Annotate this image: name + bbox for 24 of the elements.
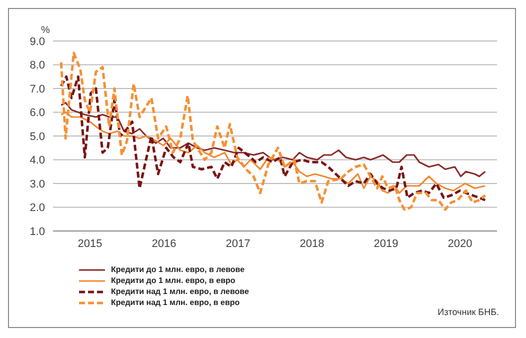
legend-label: Кредити до 1 млн. евро, в евро xyxy=(111,276,236,285)
x-tick-label: 2020 xyxy=(448,238,472,250)
y-tick-label: 2.0 xyxy=(30,202,45,214)
x-tick-label: 2017 xyxy=(226,238,250,250)
y-tick-label: 3.0 xyxy=(30,178,45,190)
y-tick-label: 9.0 xyxy=(30,36,45,48)
y-tick-label: 8.0 xyxy=(30,60,45,72)
y-tick-label: 5.0 xyxy=(30,130,45,143)
x-tick-label: 2015 xyxy=(78,238,102,250)
y-tick-label: 6.0 xyxy=(30,107,45,120)
x-tick-label: 2019 xyxy=(374,238,398,250)
line-series xyxy=(60,102,486,178)
text: Източник БНБ. xyxy=(438,307,499,317)
y-tick-label: 1.0 xyxy=(30,226,45,238)
line-series xyxy=(60,75,486,202)
y-tick-label: 4.0 xyxy=(30,154,45,167)
legend-label: Кредити над 1 млн. евро, в левове xyxy=(111,287,249,296)
x-tick-label: 2016 xyxy=(152,238,176,250)
line-series xyxy=(60,52,486,211)
legend-label: Кредити над 1 млн. евро, в евро xyxy=(111,298,240,307)
y-axis-title: % xyxy=(41,25,50,36)
legend-label: Кредити до 1 млн. евро, в левове xyxy=(111,265,245,274)
x-tick-label: 2018 xyxy=(300,238,324,250)
y-tick-label: 7.0 xyxy=(30,83,45,96)
